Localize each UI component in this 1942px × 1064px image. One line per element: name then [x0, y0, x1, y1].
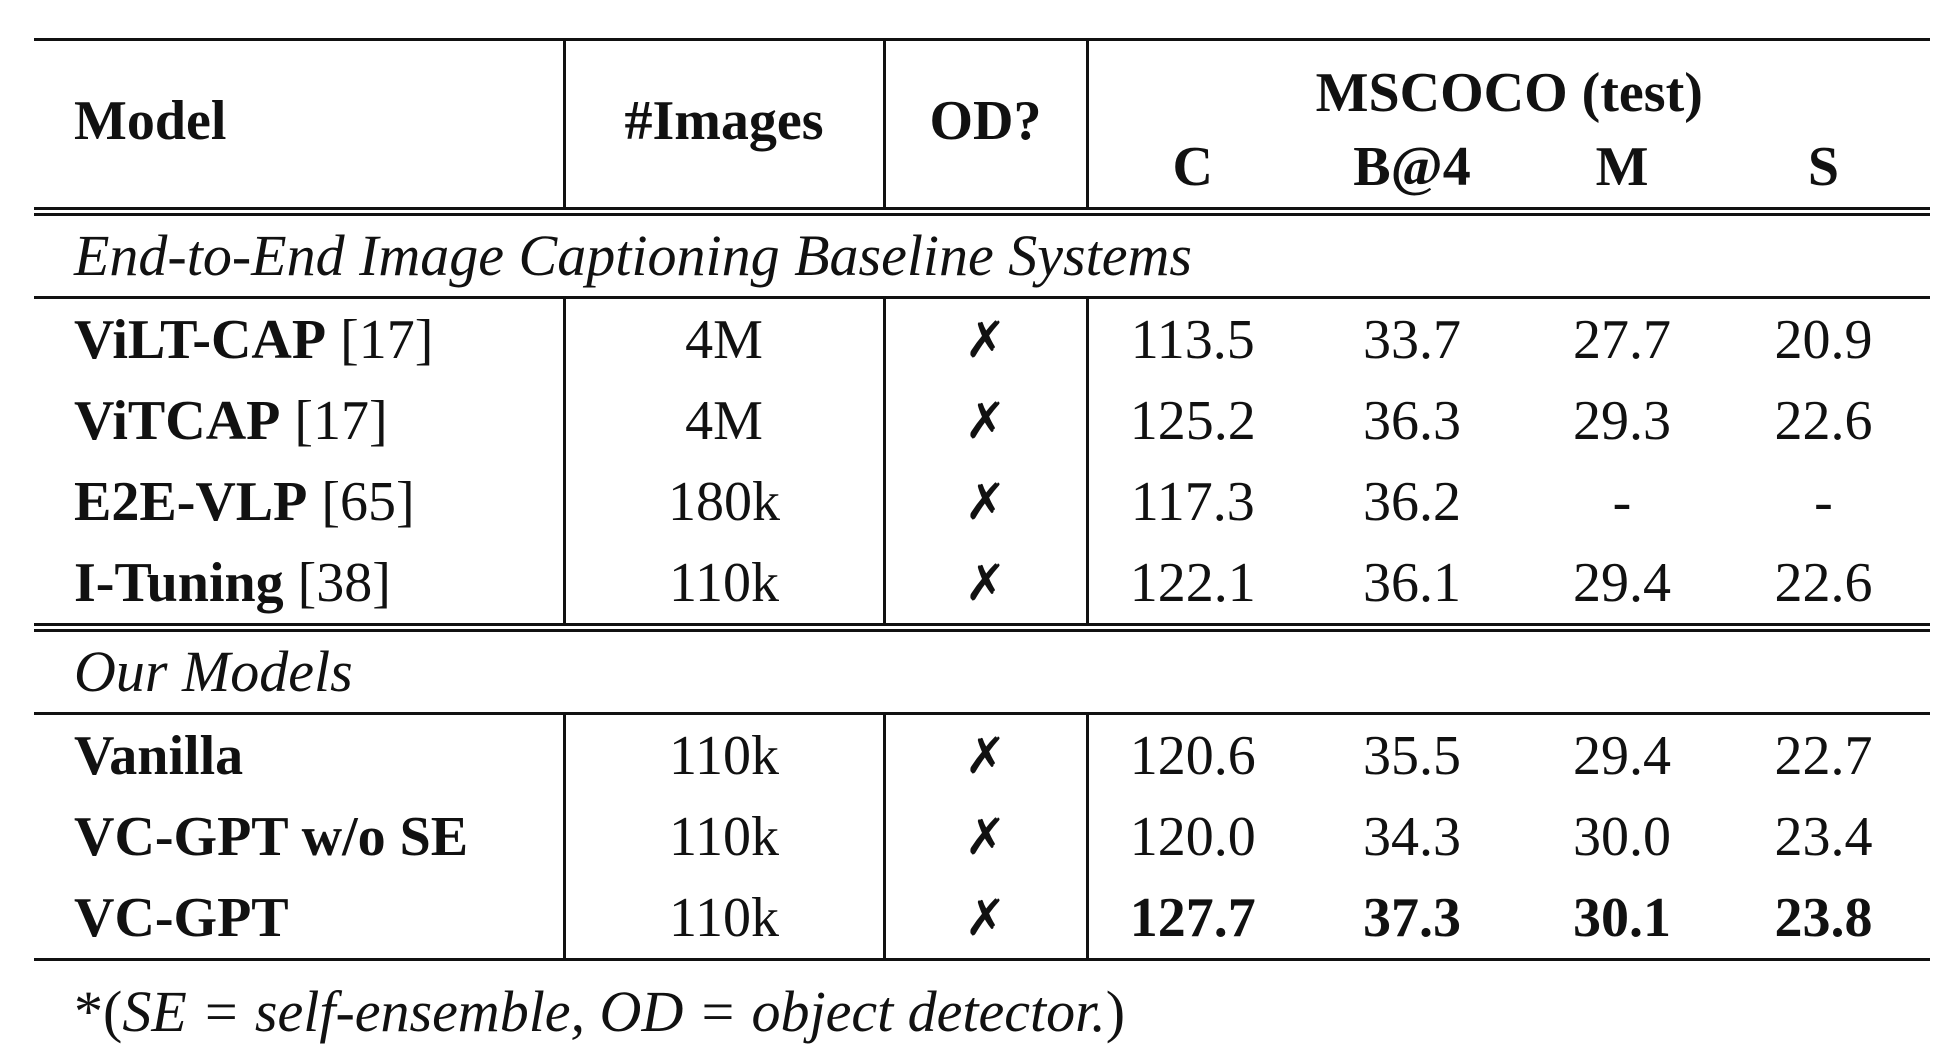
- table-row: VC-GPT 110k ✗ 127.7 37.3 30.1 23.8: [34, 877, 1930, 961]
- section-header-baselines: End-to-End Image Captioning Baseline Sys…: [34, 207, 1930, 298]
- metric-s-cell: 20.9: [1717, 296, 1930, 380]
- model-name: ViLT-CAP: [74, 308, 327, 371]
- cross-icon: ✗: [882, 877, 1087, 961]
- header-dataset: MSCOCO (test): [1085, 38, 1930, 127]
- header-metric-b4: B@4: [1353, 136, 1471, 198]
- table-row: I-Tuning [38] 110k ✗ 122.1 36.1 29.4 22.…: [34, 542, 1930, 629]
- section-title: End-to-End Image Captioning Baseline Sys…: [34, 207, 1930, 298]
- section-header-ours: Our Models: [34, 623, 1930, 714]
- metric-m-cell: 29.3: [1573, 389, 1671, 452]
- model-name-cell: I-Tuning [38]: [34, 542, 564, 629]
- citation: [65]: [321, 470, 415, 533]
- table-footnote: *(SE = self-ensemble, OD = object detect…: [74, 978, 1125, 1045]
- model-name-cell: ViLT-CAP [17]: [34, 296, 564, 380]
- section-title: Our Models: [34, 623, 1930, 714]
- metric-c-cell: 122.1: [1085, 542, 1297, 629]
- table-row: E2E-VLP [65] 180k ✗ 117.3 36.2 - -: [34, 461, 1930, 542]
- model-name-cell: ViTCAP [17]: [34, 380, 564, 461]
- images-cell: 180k: [562, 461, 884, 542]
- metric-s-cell: -: [1814, 470, 1833, 533]
- metric-m-cell: 29.4: [1527, 712, 1717, 796]
- metric-s-cell: 23.8: [1717, 877, 1930, 961]
- results-table: Model #Images OD? MSCOCO (test) C B@4 M …: [34, 38, 1930, 961]
- header-row-2: C B@4 M S: [34, 127, 1930, 212]
- model-name: E2E-VLP: [74, 470, 308, 533]
- metric-b4-cell: 35.5: [1297, 712, 1527, 796]
- metric-b4-cell: 36.2: [1363, 470, 1461, 533]
- metric-c-cell: 120.0: [1085, 796, 1297, 877]
- metric-c-cell: 117.3: [1085, 461, 1297, 542]
- citation: [17]: [294, 389, 388, 452]
- metric-s-cell: 22.6: [1717, 542, 1930, 629]
- metric-s-cell: 23.4: [1774, 805, 1873, 868]
- cross-icon: ✗: [882, 380, 1087, 461]
- metric-c-cell: 127.7: [1085, 877, 1297, 961]
- results-table-container: Model #Images OD? MSCOCO (test) C B@4 M …: [34, 38, 1930, 961]
- images-cell: 110k: [562, 712, 884, 796]
- metric-m-cell: 29.4: [1527, 542, 1717, 629]
- images-cell: 110k: [562, 796, 884, 877]
- metric-m-cell: -: [1612, 470, 1632, 533]
- table-row: ViTCAP [17] 4M ✗ 125.2 36.3 29.3 22.6: [34, 380, 1930, 461]
- header-images: #Images: [562, 38, 884, 212]
- metric-b4-cell: 34.3: [1363, 805, 1461, 868]
- metric-s-cell: 22.7: [1717, 712, 1930, 796]
- metric-m-cell: 30.0: [1573, 805, 1671, 868]
- images-cell: 4M: [562, 296, 884, 380]
- images-cell: 4M: [562, 380, 884, 461]
- metric-b4-cell: 36.3: [1363, 389, 1461, 452]
- cross-icon: ✗: [882, 796, 1087, 877]
- cross-icon: ✗: [882, 296, 1087, 380]
- images-cell: 110k: [562, 877, 884, 961]
- model-name-cell: E2E-VLP [65]: [34, 461, 564, 542]
- cross-icon: ✗: [882, 712, 1087, 796]
- table-row: VC-GPT w/o SE 110k ✗ 120.0 34.3 30.0 23.…: [34, 796, 1930, 877]
- header-row-1: Model #Images OD? MSCOCO (test): [34, 38, 1930, 212]
- model-name: ViTCAP: [74, 389, 281, 452]
- table-row: ViLT-CAP [17] 4M ✗ 113.5 33.7 27.7 20.9: [34, 296, 1930, 380]
- header-metric-c: C: [1085, 127, 1297, 212]
- model-name: VC-GPT: [34, 877, 564, 961]
- header-model: Model: [34, 38, 564, 212]
- footnote-prefix: *(: [74, 979, 123, 1044]
- images-cell: 110k: [562, 542, 884, 629]
- cross-icon: ✗: [882, 542, 1087, 629]
- metric-s-cell: 22.6: [1774, 389, 1873, 452]
- metric-c-cell: 125.2: [1085, 380, 1297, 461]
- metric-b4-cell: 33.7: [1297, 296, 1527, 380]
- footnote-suffix: ): [1105, 979, 1126, 1044]
- model-name: Vanilla: [34, 712, 564, 796]
- header-metric-s: S: [1807, 136, 1840, 198]
- citation: [38]: [297, 551, 391, 614]
- metric-m-cell: 30.1: [1527, 877, 1717, 961]
- cross-icon: ✗: [882, 461, 1087, 542]
- header-od: OD?: [882, 38, 1087, 212]
- table-row: Vanilla 110k ✗ 120.6 35.5 29.4 22.7: [34, 712, 1930, 796]
- model-name: I-Tuning: [74, 551, 284, 614]
- metric-b4-cell: 36.1: [1297, 542, 1527, 629]
- metric-m-cell: 27.7: [1527, 296, 1717, 380]
- citation: [17]: [340, 308, 434, 371]
- model-name: VC-GPT w/o SE: [74, 805, 469, 868]
- metric-c-cell: 120.6: [1085, 712, 1297, 796]
- header-metric-m: M: [1595, 136, 1649, 198]
- footnote-text: SE = self-ensemble, OD = object detector…: [122, 979, 1106, 1044]
- metric-b4-cell: 37.3: [1297, 877, 1527, 961]
- metric-c-cell: 113.5: [1085, 296, 1297, 380]
